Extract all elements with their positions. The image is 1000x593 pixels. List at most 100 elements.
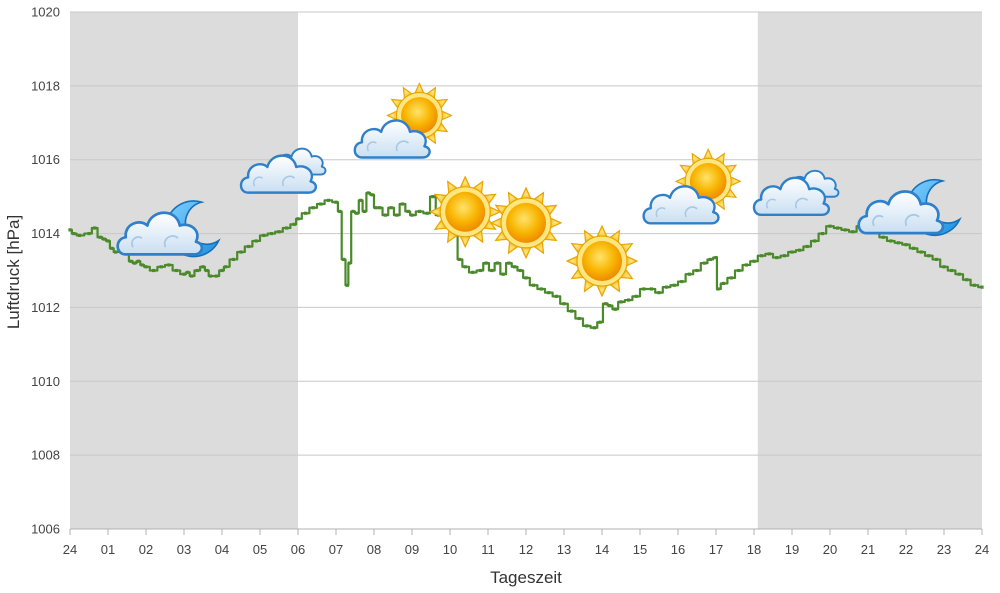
pressure-point [680, 279, 684, 284]
pressure-point [507, 261, 511, 265]
pressure-point [174, 268, 178, 273]
pressure-point [634, 294, 638, 298]
pressure-point [729, 276, 733, 280]
pressure-point [395, 213, 399, 217]
sun-icon [429, 176, 501, 248]
y-tick-label: 1014 [31, 226, 60, 241]
pressure-point [672, 283, 676, 287]
pressure-point [269, 231, 273, 236]
pressure-point [942, 265, 946, 269]
pressure-point [518, 268, 522, 273]
pressure-point [760, 254, 764, 258]
x-tick-label: 07 [329, 542, 343, 557]
pressure-point [881, 235, 885, 239]
pressure-point [362, 209, 367, 214]
pressure-point [190, 274, 194, 278]
pressure-point [247, 244, 251, 249]
pressure-point [722, 281, 726, 286]
pressure-point [665, 285, 669, 289]
y-tick-label: 1008 [31, 448, 60, 463]
pressure-point [501, 272, 505, 276]
pressure-point [775, 255, 779, 260]
pressure-point [254, 239, 258, 243]
y-tick-label: 1020 [31, 5, 60, 20]
pressure-point [708, 257, 712, 262]
pressure-point [418, 209, 422, 214]
pressure-point [136, 259, 140, 263]
pressure-point [782, 254, 786, 258]
pressure-point [133, 261, 137, 265]
pressure-point [378, 206, 382, 210]
pressure-point [359, 198, 363, 202]
pressure-point [934, 257, 938, 262]
x-tick-label: 22 [899, 542, 913, 557]
pressure-point [87, 231, 91, 236]
pressure-point [338, 209, 342, 214]
pressure-point [896, 241, 900, 245]
pressure-point [619, 300, 623, 304]
pressure-point [604, 302, 608, 306]
pressure-point [490, 268, 494, 273]
pressure-point [106, 239, 110, 243]
pressure-point [292, 222, 296, 226]
pressure-point [642, 287, 646, 291]
pressure-point [159, 265, 163, 269]
pressure-point [389, 206, 393, 210]
x-tick-label: 10 [443, 542, 457, 557]
pressure-point [820, 231, 824, 236]
pressure-point [93, 226, 97, 230]
pressure-point [224, 265, 228, 269]
sun-behind-cloud-icon [642, 148, 741, 225]
pressure-point [129, 259, 133, 263]
x-tick-label: 17 [709, 542, 723, 557]
x-tick-label: 15 [633, 542, 647, 557]
pressure-point [144, 265, 148, 269]
pressure-point [220, 268, 224, 273]
pressure-point [201, 265, 205, 269]
pressure-point [598, 320, 602, 324]
pressure-point [752, 259, 756, 263]
pressure-point [463, 265, 467, 269]
pressure-point [790, 250, 794, 254]
pressure-point [425, 211, 429, 215]
x-tick-label: 23 [937, 542, 951, 557]
x-tick-label: 03 [177, 542, 191, 557]
pressure-point [431, 195, 435, 199]
pressure-point [374, 206, 378, 210]
pressure-point [110, 246, 114, 250]
pressure-point [167, 263, 171, 267]
sun-glyph [566, 225, 638, 297]
pressure-point [554, 294, 558, 298]
pressure-point [370, 193, 374, 197]
pressure-point [547, 291, 551, 295]
pressure-point [152, 268, 156, 273]
pressure-point [68, 228, 72, 232]
sun-glyph [429, 176, 501, 248]
sun-behind-cloud-icon [353, 82, 453, 159]
pressure-point [585, 324, 589, 328]
pressure-point [366, 191, 370, 195]
pressure-point [524, 276, 528, 280]
pressure-point [904, 243, 908, 247]
y-tick-label: 1010 [31, 374, 60, 389]
x-tick-label: 08 [367, 542, 381, 557]
pressure-point [342, 257, 346, 262]
pressure-point [562, 302, 566, 306]
x-tick-label: 11 [481, 542, 495, 557]
pressure-point [649, 287, 653, 291]
y-axis-ticks: 1006 1008 1010 1012 1014 1016 1018 1020 [31, 5, 60, 537]
pressure-point [657, 291, 661, 295]
pressure-point [383, 213, 387, 217]
pressure-point [927, 254, 931, 258]
x-tick-label: 13 [557, 542, 571, 557]
pressure-point [102, 237, 106, 241]
pressure-point [980, 285, 984, 289]
pressure-point [513, 265, 517, 269]
pressure-point [570, 309, 574, 313]
pressure-point [296, 217, 300, 221]
pressure-point [577, 316, 581, 321]
pressure-point [114, 250, 118, 254]
x-tick-label: 09 [405, 542, 419, 557]
x-axis-ticks: 24 01 02 03 04 05 06 07 08 09 10 11 12 13 14 15 16 17 18 19… [63, 528, 989, 557]
